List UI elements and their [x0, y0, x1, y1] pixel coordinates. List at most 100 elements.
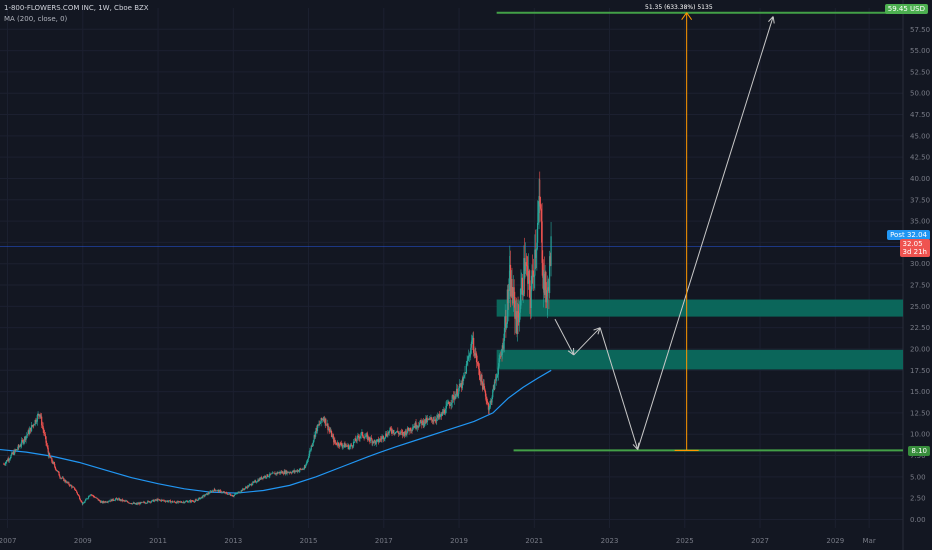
candle-body — [390, 429, 392, 432]
candle-body — [125, 500, 127, 502]
price-tick-label: 25.00 — [910, 303, 930, 311]
candle-body — [432, 420, 434, 422]
candle-body — [478, 369, 481, 376]
candle-body — [419, 419, 421, 423]
candle-body — [161, 499, 163, 501]
candle-body — [431, 419, 433, 422]
candle-body — [99, 499, 101, 502]
candle-body — [466, 360, 468, 365]
candle-body — [474, 353, 476, 356]
candle-body — [340, 442, 342, 444]
candle-body — [107, 501, 109, 503]
candle-body — [100, 501, 103, 503]
candle-body — [237, 491, 239, 493]
time-tick-label: 2021 — [525, 537, 543, 545]
candle-body — [545, 290, 548, 303]
candle-body — [344, 443, 346, 448]
candle-body — [129, 502, 131, 504]
candle-body — [26, 435, 28, 437]
candle-body — [21, 440, 23, 445]
candle-body — [42, 426, 44, 430]
candle-body — [40, 416, 42, 418]
candle-body — [82, 503, 84, 505]
candle-body — [224, 492, 226, 494]
candle-body — [126, 501, 129, 503]
candle-body — [455, 394, 457, 399]
candle-body — [307, 457, 309, 460]
candle-body — [33, 424, 36, 426]
candle-body — [15, 449, 17, 451]
candle-body — [461, 383, 463, 389]
candle-body — [450, 402, 453, 405]
price-tick-label: 10.00 — [910, 431, 930, 439]
candle-body — [284, 471, 286, 474]
candle-body — [210, 491, 213, 493]
candle-body — [453, 396, 455, 400]
time-tick-label: 2023 — [601, 537, 619, 545]
candle-body — [152, 499, 154, 501]
candle-body — [430, 417, 432, 419]
current-price-value: 32.05 — [902, 240, 923, 248]
candle-body — [61, 477, 63, 479]
candle-body — [36, 421, 38, 423]
candle-body — [142, 502, 144, 503]
candle-body — [290, 472, 292, 473]
candle-body — [542, 262, 544, 278]
candle-body — [277, 472, 280, 474]
candle-body — [103, 501, 105, 503]
candle-body — [257, 479, 260, 482]
candle-body — [328, 428, 330, 430]
candle-body — [527, 270, 530, 284]
candle-body — [332, 435, 334, 437]
candle-body — [164, 501, 166, 502]
candle-body — [544, 272, 546, 295]
candle-body — [342, 445, 344, 447]
candle-body — [27, 430, 29, 435]
currency-label: USD — [910, 5, 925, 13]
candle-body — [301, 469, 303, 470]
candle-body — [142, 501, 145, 503]
candle-body — [85, 499, 87, 501]
candle-body — [380, 439, 382, 440]
candle-body — [524, 262, 527, 271]
candle-body — [412, 427, 415, 429]
candle-body — [310, 445, 312, 450]
candle-body — [547, 287, 549, 289]
candle-body — [223, 492, 226, 494]
candle-body — [190, 500, 192, 503]
candle-body — [322, 418, 325, 420]
candle-body — [497, 366, 499, 375]
candle-body — [236, 493, 238, 494]
candle-body — [357, 435, 359, 437]
candle-body — [170, 501, 172, 503]
candle-body — [404, 432, 406, 436]
candle-body — [208, 493, 210, 494]
candle-body — [173, 501, 175, 503]
candle-body — [467, 359, 469, 361]
candle-body — [264, 476, 266, 478]
candle-body — [536, 242, 538, 249]
candle-body — [7, 458, 9, 462]
candle-body — [53, 462, 55, 464]
candle-body — [453, 395, 455, 400]
candle-body — [220, 490, 222, 493]
candle-body — [336, 444, 338, 446]
candle-body — [443, 409, 445, 414]
candle-body — [247, 485, 250, 487]
candle-body — [300, 468, 302, 470]
candle-body — [202, 495, 204, 498]
candle-body — [289, 472, 291, 473]
candle-body — [271, 473, 273, 475]
candle-body — [11, 452, 13, 456]
indicator-legend[interactable]: MA (200, close, 0) — [4, 15, 68, 23]
candle-body — [377, 439, 379, 440]
candle-body — [17, 445, 19, 449]
candle-body — [444, 413, 446, 414]
candle-body — [110, 499, 112, 502]
candle-body — [208, 492, 210, 494]
candle-body — [540, 208, 542, 222]
candle-body — [111, 499, 113, 502]
candle-body — [232, 496, 234, 497]
currency-badge[interactable]: 59.45 USD — [884, 4, 928, 14]
